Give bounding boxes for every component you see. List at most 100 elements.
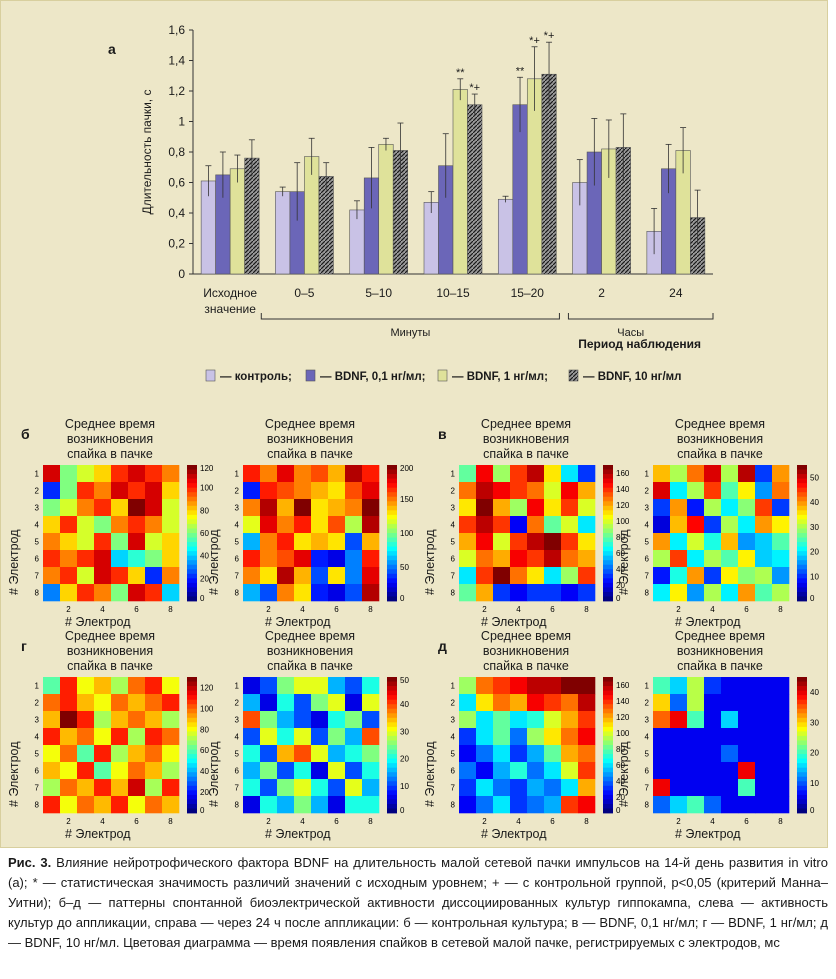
heatmap-cell (578, 779, 596, 797)
heatmap-cell (772, 584, 790, 602)
heatmap-cell (476, 465, 494, 483)
heatmap-cell (43, 796, 61, 814)
heatmap-cell (162, 711, 180, 729)
colorbar-segment (187, 754, 197, 759)
heatmap-x-axis-label: # Электрод (481, 827, 547, 841)
colorbar-tick-label: 0 (200, 806, 205, 815)
colorbar-segment (187, 505, 197, 511)
col-tick-label: 6 (134, 817, 139, 826)
colorbar-segment (797, 717, 807, 723)
colorbar-segment (387, 537, 397, 543)
heatmap-cell (362, 677, 380, 695)
heatmap-cell (60, 567, 78, 585)
heatmap-cell (561, 711, 579, 729)
colorbar-tick-label: 0 (200, 594, 205, 603)
heatmap-cell (243, 728, 261, 746)
y-tick-label: 0,2 (168, 237, 185, 251)
colorbar-segment (187, 695, 197, 701)
heatmap-cell (94, 550, 112, 568)
heatmap-cell (476, 567, 494, 585)
heatmap-cell (94, 677, 112, 695)
heatmap-cell (260, 796, 278, 814)
heatmap-cell (43, 516, 61, 534)
bar (349, 209, 365, 275)
col-tick-label: 4 (516, 605, 521, 614)
colorbar-segment (187, 799, 197, 805)
heatmap-cell (277, 584, 295, 602)
row-tick-label: 2 (235, 487, 240, 496)
heatmap-cell (653, 694, 671, 712)
heatmap-cell (94, 711, 112, 729)
colorbar-segment (187, 794, 197, 800)
heatmap-cell (128, 499, 146, 517)
colorbar-segment (603, 546, 613, 552)
heatmap-cell (277, 482, 295, 500)
colorbar-segment (387, 776, 397, 782)
y-tick-label: 0 (178, 267, 185, 281)
heatmap-cell (162, 465, 180, 483)
heatmap-cell (755, 745, 773, 763)
colorbar-segment (187, 735, 197, 741)
colorbar-segment (603, 569, 613, 575)
heatmap-cell (653, 796, 671, 814)
heatmap-cell (328, 762, 346, 780)
colorbar-segment (603, 578, 613, 584)
colorbar-segment (797, 496, 807, 502)
colorbar-segment (797, 514, 807, 520)
colorbar-segment (387, 591, 397, 597)
heatmap-cell (772, 465, 790, 483)
row-tick-label: 2 (645, 487, 650, 496)
heatmap-cell (561, 584, 579, 602)
heatmap-cell (145, 762, 163, 780)
colorbar-segment (603, 803, 613, 809)
col-tick-label: 6 (550, 605, 555, 614)
colorbar-segment (797, 569, 807, 575)
row-tick-label: 4 (645, 733, 650, 742)
heatmap-cell (60, 516, 78, 534)
colorbar-segment (387, 731, 397, 737)
colorbar-tick-label: 50 (400, 677, 409, 685)
row-tick-label: 6 (235, 555, 240, 564)
colorbar-segment (387, 569, 397, 575)
bar (467, 104, 483, 275)
heatmap-cell (243, 499, 261, 517)
heatmap-title-line: спайка в пачке (67, 447, 153, 461)
colorbar-segment (797, 790, 807, 796)
heatmap-cell (145, 711, 163, 729)
colorbar-segment (797, 808, 807, 814)
row-tick-label: 4 (451, 521, 456, 530)
heatmap: 1 2 3 4 5 6 7 8 2 4 6 8 0 10 20 30 40 50 (235, 677, 409, 826)
heatmap-cell (94, 533, 112, 551)
col-tick-label: 2 (482, 605, 487, 614)
heatmap-cell (243, 745, 261, 763)
heatmap-cell (510, 465, 528, 483)
col-tick-label: 4 (300, 817, 305, 826)
colorbar-segment (603, 492, 613, 498)
colorbar-tick-label: 10 (810, 779, 819, 788)
colorbar-segment (603, 555, 613, 561)
heatmap-cell (294, 584, 312, 602)
heatmap-cell (704, 533, 722, 551)
heatmap-cell (243, 567, 261, 585)
heatmap-cell (362, 728, 380, 746)
heatmap-cell (459, 728, 477, 746)
heatmap-cell (527, 516, 545, 534)
colorbar-segment (187, 785, 197, 791)
heatmap-cell (772, 694, 790, 712)
heatmap-cell (362, 465, 380, 483)
heatmap-cell (670, 533, 688, 551)
colorbar-segment (797, 767, 807, 773)
row-tick-label: 6 (645, 555, 650, 564)
bar (378, 144, 394, 275)
x-category-label: 15–20 (511, 286, 545, 300)
row-tick-label: 8 (645, 801, 650, 810)
heatmap-cell (345, 694, 363, 712)
heatmap-cell (43, 779, 61, 797)
bar (275, 191, 291, 275)
heatmap-cell (277, 711, 295, 729)
row-tick-label: 3 (235, 504, 240, 513)
heatmap-cell (527, 745, 545, 763)
colorbar-tick-label: 140 (616, 697, 630, 706)
